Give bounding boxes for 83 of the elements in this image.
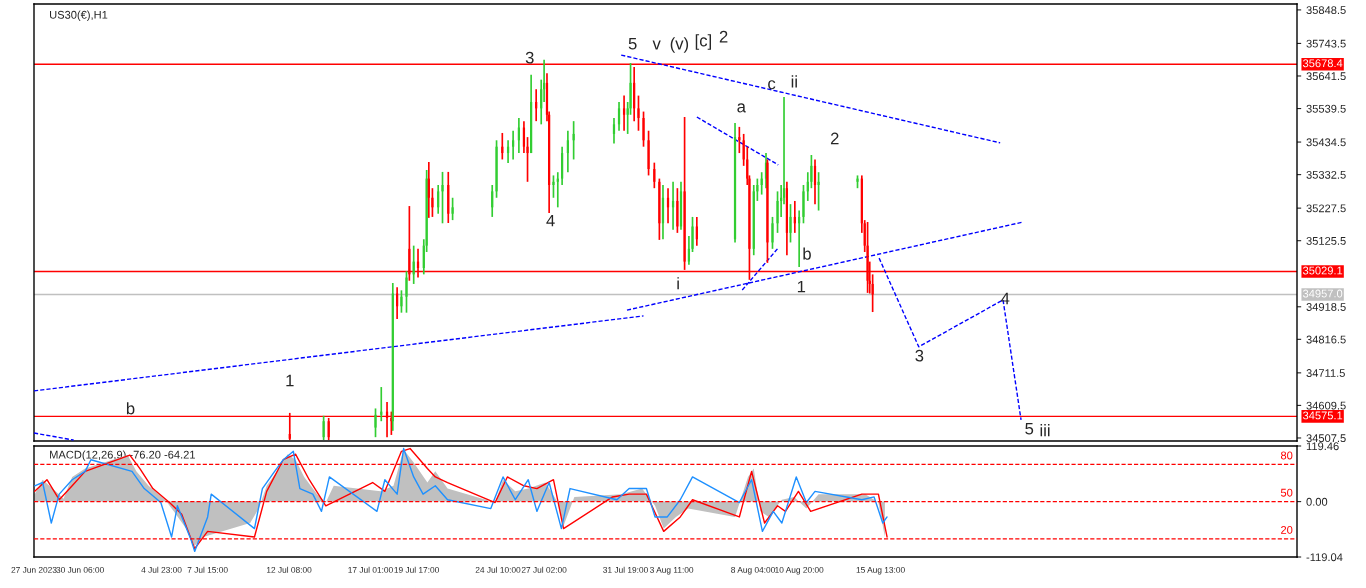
x-tick-label: 3 Aug 11:00 [650,566,694,575]
y-tick-label: 34507.5 [1306,434,1346,443]
annotation: 5 [628,37,637,50]
y-tick-label: 35848.5 [1306,6,1346,15]
ref-line-label: 34575.1 [1302,411,1343,420]
x-tick-label: 27 Jun 2023 [11,566,57,573]
candlestick [374,407,377,439]
annotation: v [652,40,661,50]
ref-line-label: 50 [1280,488,1293,497]
candlestick [566,129,569,174]
candlestick [642,110,645,148]
candlestick [676,187,679,234]
candlestick [647,129,650,177]
annotation: 1 [797,280,806,293]
candlestick [653,161,656,190]
candlestick [495,139,498,199]
y-tick-label: -119.04 [1306,553,1343,562]
x-tick-label: 27 Jul 02:00 [521,566,567,573]
x-tick-label: 31 Jul 19:00 [603,566,648,573]
candlestick [622,94,626,132]
candlestick [637,94,640,132]
ref-line-label: 20 [1281,525,1293,534]
candlestick [511,129,515,161]
x-tick-label: 24 Jul 10:00 [475,566,521,573]
candlestick [695,216,698,247]
ref-line-label: 35029.1 [1302,266,1343,275]
annotation: ii [791,75,797,88]
annotation: iii [1040,424,1050,437]
ref-line-label: 34957.0 [1302,289,1343,298]
annotation: 5 [1025,422,1034,435]
y-tick-label: 35434.5 [1306,138,1346,147]
annotation: a [737,103,746,113]
x-tick-label: 4 Jul 23:00 [141,566,182,573]
annotation: (v) [670,37,689,53]
annotation: 2 [830,132,839,145]
y-tick-label: 35125.5 [1306,236,1346,245]
y-tick-label: 35332.5 [1306,170,1346,179]
candlestick [552,174,555,199]
y-tick-label: 35227.5 [1306,204,1346,213]
x-tick-label: 10 Aug 20:00 [775,566,824,575]
y-tick-label: 0.00 [1306,497,1328,506]
annotation: 1 [286,374,294,387]
annotation: [c] [695,34,711,50]
annotation: 3 [525,51,534,64]
annotation: 3 [915,349,924,362]
annotation: c [768,80,776,90]
y-tick-label: 35539.5 [1306,104,1346,113]
ref-line-label: 80 [1280,451,1293,460]
candlestick [405,270,408,314]
candlestick [400,289,403,314]
ref-line-label: 35678.4 [1302,59,1343,68]
y-tick-label: 34816.5 [1306,335,1346,344]
annotation: b [803,247,811,260]
candlestick [817,171,820,212]
candlestick [612,117,616,145]
annotation: 4 [1001,292,1010,305]
candlestick [771,216,774,250]
chart-title: MACD(12,26,9) -76.20 -64.21 [50,450,195,461]
line-series [878,257,1022,421]
candlestick [752,184,755,257]
candlestick [856,174,859,190]
candlestick [441,171,444,225]
y-tick-label: 34609.5 [1306,401,1346,410]
x-tick-label: 7 Jul 15:00 [187,566,228,573]
y-tick-label: 34918.5 [1306,303,1346,311]
candlestick [802,184,805,225]
x-tick-label: 19 Jul 17:00 [394,566,439,573]
x-tick-label: 12 Jul 08:00 [266,566,312,573]
x-tick-label: 30 Jun 06:00 [56,566,104,573]
candlestick [451,196,454,221]
annotation: i [677,277,679,290]
annotation: b [126,402,135,415]
y-tick-label: 35641.5 [1306,72,1346,81]
text: US30(€),H1 [50,10,108,21]
candlestick [789,203,792,244]
y-tick-label: 35743.5 [1306,39,1346,48]
annotation: 4 [546,214,555,227]
x-tick-label: 17 Jul 01:00 [348,566,393,573]
y-tick-label: 34711.5 [1306,369,1345,377]
y-tick-label: 119.46 [1306,442,1339,451]
annotation: 2 [719,30,728,43]
x-tick-label: 15 Aug 13:00 [856,566,905,575]
x-tick-label: 8 Aug 04:00 [731,566,775,575]
